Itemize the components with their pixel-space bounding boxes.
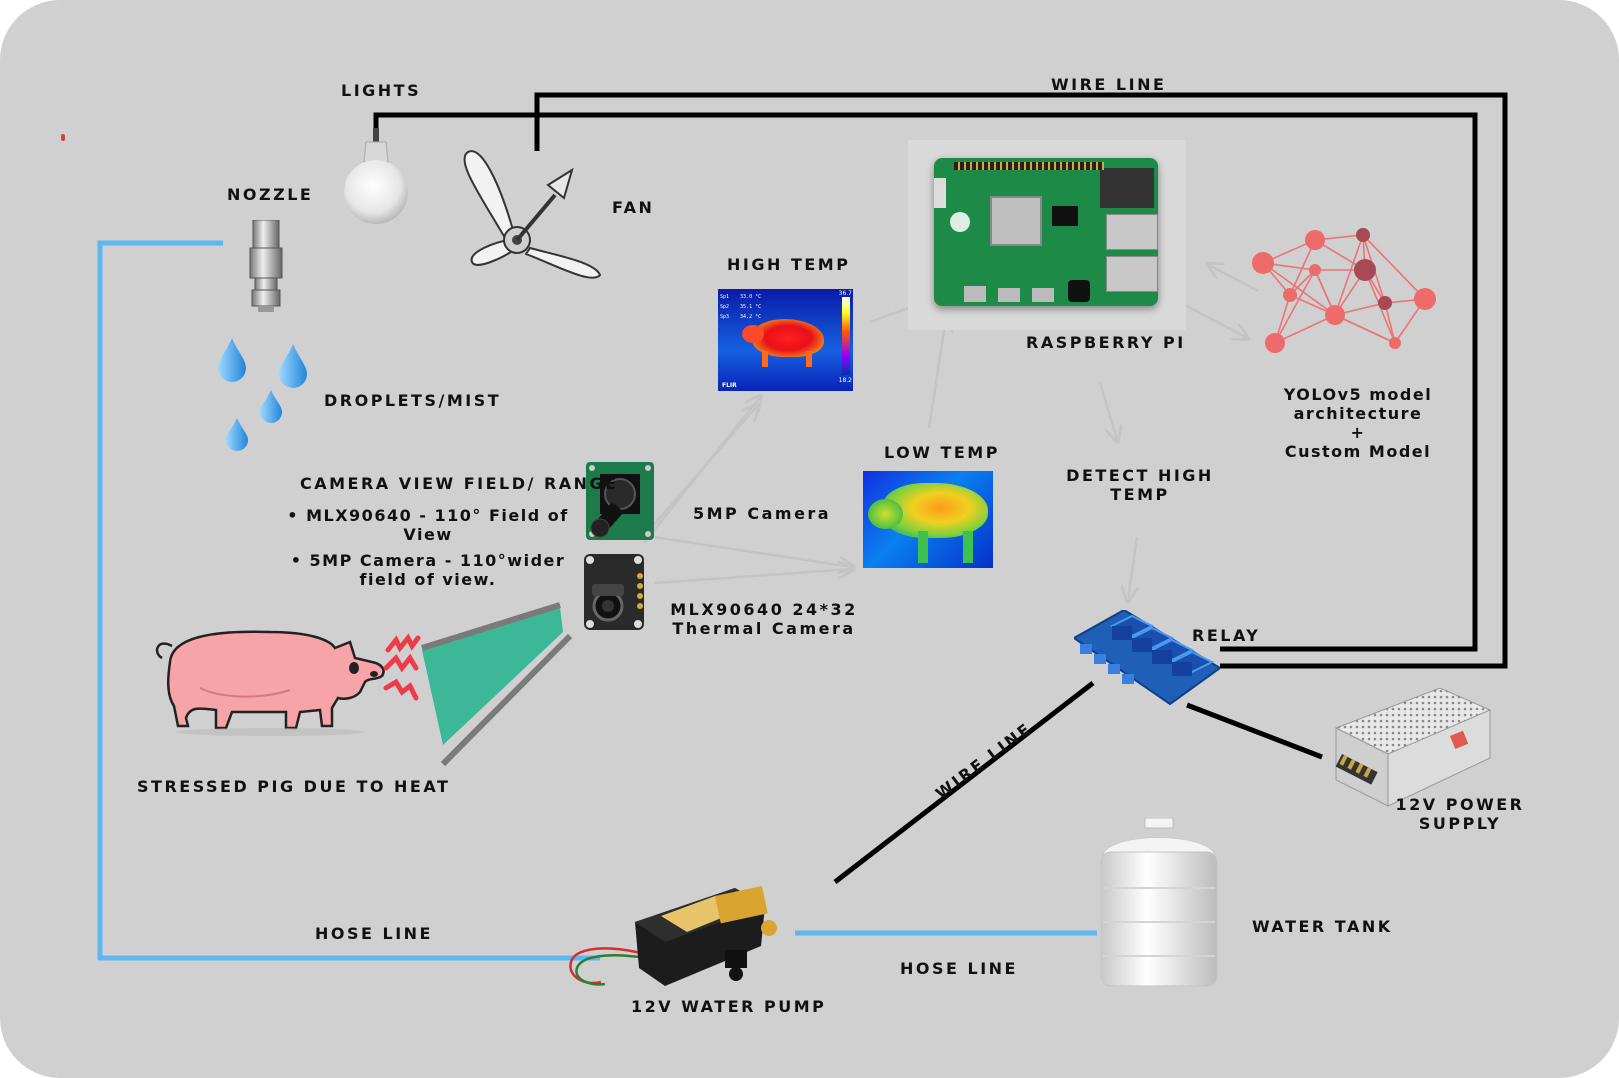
water-tank-label: WATER TANK <box>1252 917 1393 936</box>
power-supply-unit <box>1334 688 1492 807</box>
5mp-camera-label: 5MP Camera <box>693 504 832 523</box>
flir-logo: FLIR <box>722 382 737 389</box>
thermal-spot-labels: Sp1 33.0 °C Sp2 35.1 °C Sp3 34.2 °C <box>720 294 762 320</box>
droplets-mist-label: DROPLETS/MIST <box>324 391 502 410</box>
high-temp-thermal-image: Sp1 33.0 °C Sp2 35.1 °C Sp3 34.2 °C 36.7… <box>718 289 853 391</box>
water-pump-label: 12V WATER PUMP <box>631 997 827 1016</box>
fan-label: FAN <box>612 198 655 217</box>
droplets-icon <box>218 338 307 451</box>
wire-line-top-label: WIRE LINE <box>1051 75 1167 94</box>
raspberry-pi-label: RASPBERRY PI <box>1026 333 1186 352</box>
hose-line-left-label: HOSE LINE <box>315 924 433 943</box>
low-temp-thermal-image <box>863 471 993 568</box>
thermal-scale-max: 36.7 <box>838 290 852 297</box>
neural-network-icon <box>1252 228 1436 353</box>
low-temp-label: LOW TEMP <box>884 443 1000 462</box>
small-red-mark <box>61 134 65 141</box>
camera-view-cone <box>422 607 563 745</box>
stressed-pig-illustration <box>155 630 421 736</box>
ceiling-fan-icon <box>463 150 602 279</box>
relay-module <box>1074 610 1220 706</box>
detect-high-temp-label: DETECT HIGH TEMP <box>1066 466 1214 504</box>
mlx-thermal-camera-label: MLX90640 24*32 Thermal Camera <box>670 600 858 638</box>
thermal-scale-min: 18.2 <box>838 377 852 384</box>
5mp-fov-spec: • 5MP Camera - 110°wider field of view. <box>290 551 566 589</box>
wire-line-lights <box>373 112 1478 652</box>
nozzle-label: NOZZLE <box>227 185 314 204</box>
power-supply-label: 12V POWER SUPPLY <box>1395 795 1525 833</box>
hose-line-bottom-label: HOSE LINE <box>900 959 1018 978</box>
5mp-camera-module <box>586 462 654 540</box>
nozzle-icon <box>249 220 283 312</box>
relay-label: RELAY <box>1192 626 1261 645</box>
water-pump-icon <box>569 886 777 986</box>
wire-line-pump <box>833 681 1095 884</box>
data-flow-arrows <box>639 265 1259 600</box>
mlx-fov-spec: • MLX90640 - 110° Field of View <box>287 506 569 544</box>
camera-view-field-label: CAMERA VIEW FIELD/ RANGE <box>300 474 619 493</box>
wire-line-power <box>1186 702 1323 760</box>
lights-label: LIGHTS <box>341 81 422 100</box>
raspberry-pi-board <box>908 140 1186 330</box>
mlx90640-thermal-camera-module <box>584 554 644 630</box>
wire-line-fan <box>534 92 1508 669</box>
hose-line-left <box>97 240 600 961</box>
water-tank-icon <box>1100 818 1218 987</box>
high-temp-label: HIGH TEMP <box>727 255 851 274</box>
stressed-pig-label: STRESSED PIG DUE TO HEAT <box>137 777 451 796</box>
light-bulb-icon <box>344 128 408 224</box>
yolo-model-label: YOLOv5 model architecture + Custom Model <box>1283 385 1433 461</box>
